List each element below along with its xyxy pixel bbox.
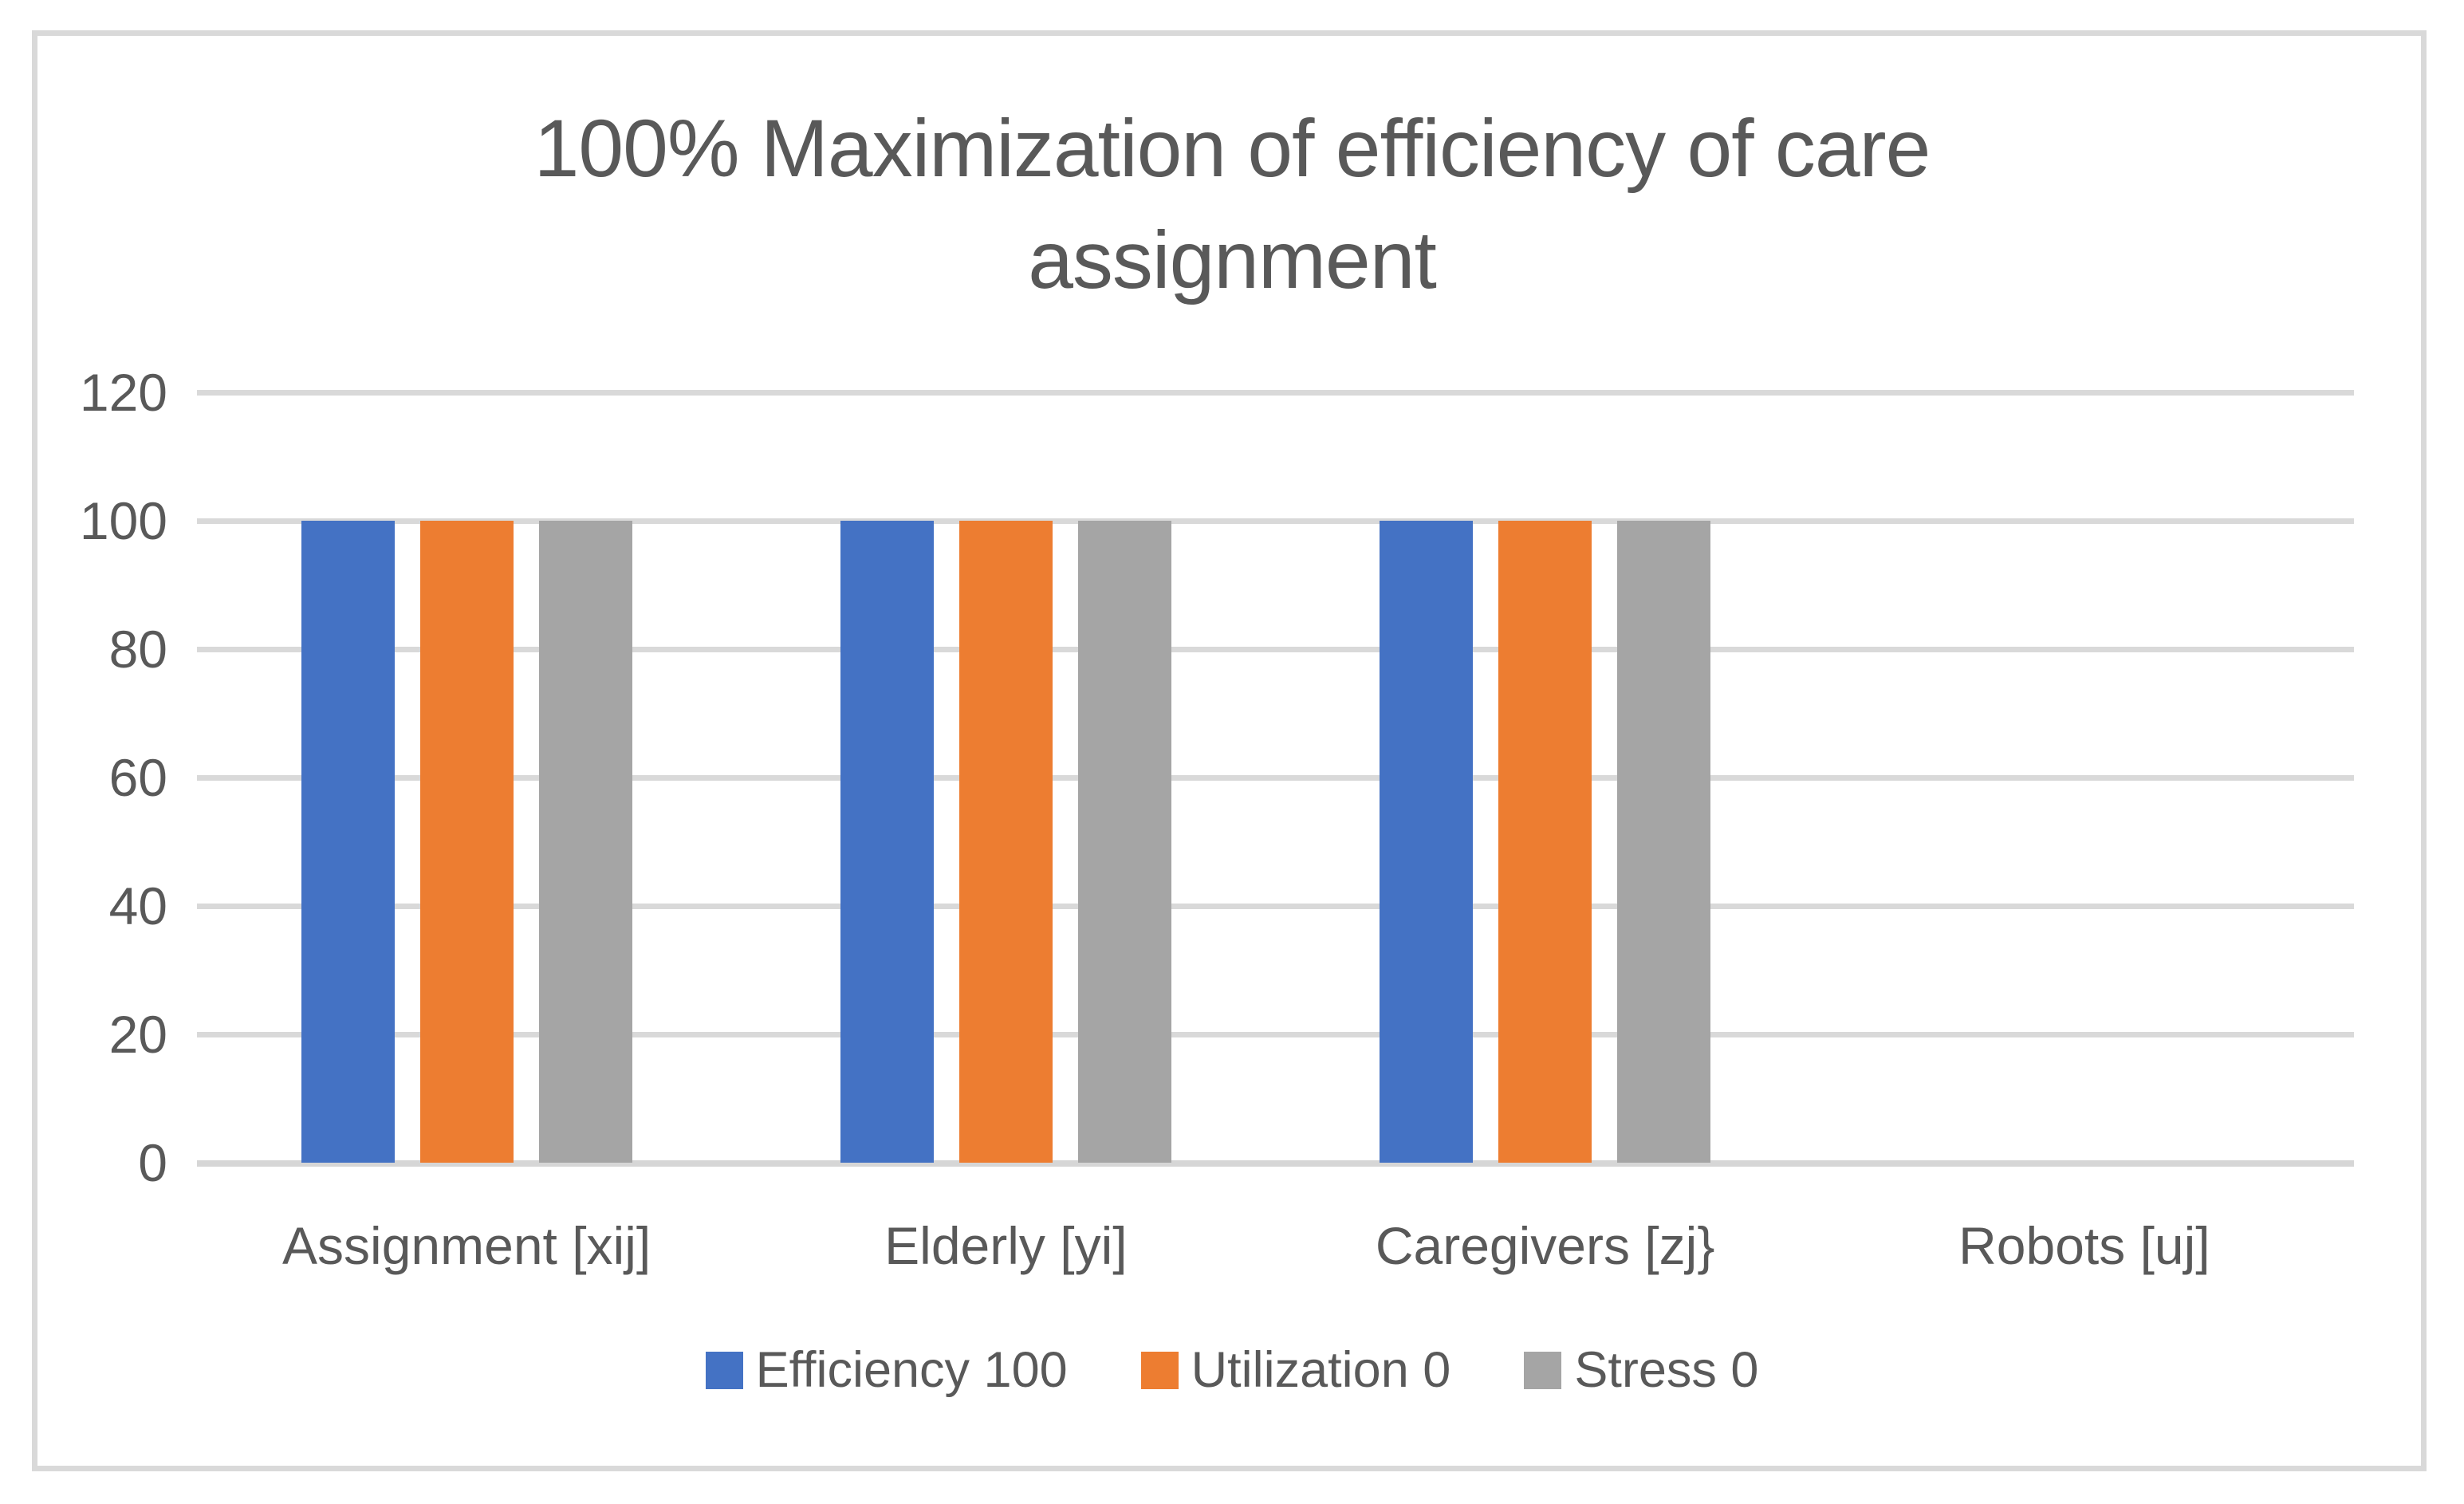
- bar-stress-0-cat2: [1617, 521, 1711, 1163]
- x-category-label-3: Robots [uj]: [1958, 1216, 2210, 1275]
- legend-item-efficiency-100: Efficiency 100: [705, 1341, 1068, 1399]
- legend-item-utilization-0: Utilization 0: [1140, 1341, 1451, 1399]
- y-tick-label-100: 100: [79, 491, 167, 550]
- legend-label: Efficiency 100: [755, 1342, 1068, 1398]
- chart-title: 100% Maximization of efficiency of care …: [0, 93, 2464, 316]
- gridline-120: [197, 390, 2354, 396]
- legend: Efficiency 100 Utilization 0 Stress 0: [0, 1341, 2464, 1399]
- bar-efficiency-100-cat1: [840, 521, 934, 1163]
- bar-efficiency-100-cat2: [1380, 521, 1474, 1163]
- y-tick-label-40: 40: [108, 876, 167, 935]
- bar-utilization-0-cat1: [958, 521, 1053, 1163]
- gridline-40: [197, 904, 2354, 909]
- legend-item-stress-0: Stress 0: [1524, 1341, 1758, 1399]
- y-tick-label-60: 60: [108, 748, 167, 807]
- bar-utilization-0-cat2: [1498, 521, 1592, 1163]
- legend-swatch-icon: [1524, 1351, 1562, 1389]
- x-category-label-1: Elderly [yi]: [884, 1216, 1128, 1275]
- legend-swatch-icon: [705, 1351, 743, 1389]
- legend-swatch-icon: [1140, 1351, 1179, 1389]
- bar-utilization-0-cat0: [419, 521, 514, 1163]
- bar-stress-0-cat1: [1077, 521, 1171, 1163]
- y-tick-label-80: 80: [108, 620, 167, 679]
- gridline-60: [197, 775, 2354, 781]
- gridline-100: [197, 518, 2354, 524]
- chart-title-line-2: assignment: [1028, 215, 1437, 305]
- gridline-20: [197, 1032, 2354, 1037]
- bar-stress-0-cat0: [538, 521, 632, 1163]
- x-category-label-0: Assignment [xij]: [282, 1216, 651, 1275]
- gridline-80: [197, 647, 2354, 652]
- legend-label: Utilization 0: [1191, 1342, 1451, 1398]
- gridline-0: [197, 1160, 2354, 1167]
- y-tick-label-120: 120: [79, 363, 167, 422]
- y-tick-label-0: 0: [138, 1133, 167, 1192]
- bar-efficiency-100-cat0: [301, 521, 395, 1163]
- chart-title-line-1: 100% Maximization of efficiency of care: [533, 103, 1931, 194]
- y-tick-label-20: 20: [108, 1005, 167, 1064]
- x-category-label-2: Caregivers [zj}: [1375, 1216, 1715, 1275]
- legend-label: Stress 0: [1574, 1342, 1759, 1398]
